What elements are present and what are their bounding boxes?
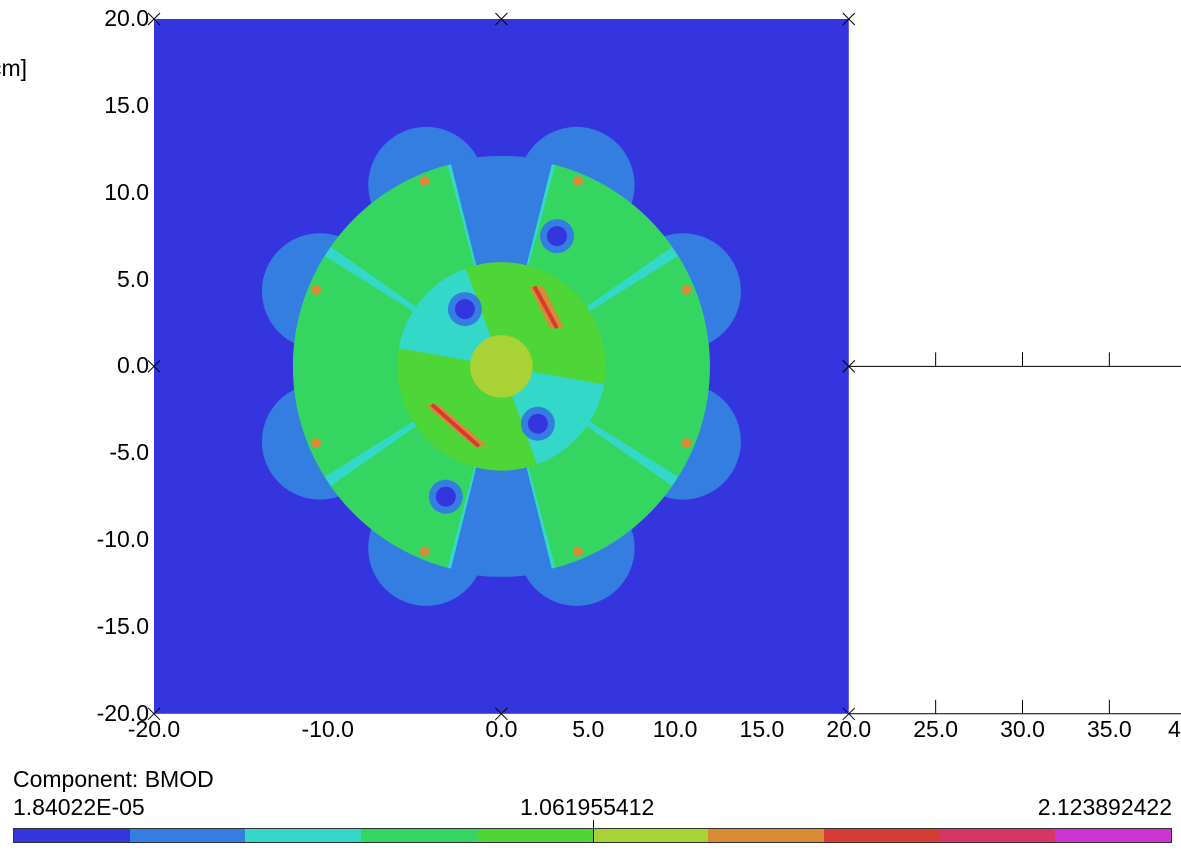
edge-hotspot bbox=[311, 284, 322, 295]
rotor-core bbox=[470, 335, 533, 398]
legend-mid-marker bbox=[593, 820, 594, 843]
edge-hotspot bbox=[573, 546, 584, 557]
field-wedge bbox=[580, 255, 710, 477]
corner-marker bbox=[495, 12, 508, 26]
edge-hotspot bbox=[311, 438, 322, 449]
x-tick-label: -20.0 bbox=[127, 716, 181, 742]
y-tick-label: 5.0 bbox=[117, 265, 149, 292]
colorbar-segment bbox=[939, 829, 1056, 842]
field-wedge bbox=[292, 255, 422, 477]
edge-hotspot bbox=[681, 438, 692, 449]
x-tick-label: 25.0 bbox=[913, 716, 959, 742]
corner-marker bbox=[842, 12, 856, 26]
x-tick-label: 35.0 bbox=[1086, 716, 1132, 742]
field-tooth bbox=[450, 467, 553, 577]
edge-hotspot bbox=[419, 176, 430, 187]
low-field-core bbox=[435, 486, 456, 507]
low-field-core bbox=[527, 413, 548, 434]
low-field-core bbox=[454, 299, 475, 320]
colorbar-segment bbox=[129, 829, 246, 842]
colorbar-segment bbox=[476, 829, 593, 842]
edge-hotspot bbox=[573, 176, 584, 187]
edge-hotspot bbox=[681, 284, 692, 295]
x-tick-label: 20.0 bbox=[826, 716, 872, 742]
colorbar-segment bbox=[823, 829, 940, 842]
legend-min-label: 1.84022E-05 bbox=[13, 794, 145, 820]
field-wedge bbox=[330, 165, 478, 313]
colorbar-segment bbox=[361, 829, 477, 842]
colorbar-segment bbox=[592, 829, 709, 842]
rotor-sector bbox=[501, 366, 605, 465]
y-tick-label: -15.0 bbox=[96, 612, 149, 639]
y-tick-label: -20.0 bbox=[96, 699, 149, 726]
x-tick-label: 15.0 bbox=[739, 716, 785, 742]
x-tick-label: 0.0 bbox=[485, 716, 518, 742]
y-tick-label: 0.0 bbox=[117, 352, 149, 379]
hot-streak-core bbox=[430, 403, 481, 448]
corner-marker bbox=[495, 707, 508, 721]
low-field-core bbox=[546, 226, 567, 247]
x-tick-label: 10.0 bbox=[652, 716, 698, 742]
corner-marker bbox=[147, 707, 161, 721]
y-tick-label: -10.0 bbox=[96, 526, 149, 553]
x-tick-label: 30.0 bbox=[1000, 716, 1045, 742]
colorbar-segment bbox=[14, 829, 130, 842]
y-axis-unit-label: cm] bbox=[0, 55, 28, 81]
field-tooth bbox=[450, 155, 553, 266]
colorbar-segment bbox=[708, 829, 824, 842]
y-tick-label: -5.0 bbox=[109, 439, 149, 466]
rotor-sector bbox=[398, 268, 502, 367]
y-tick-label: 10.0 bbox=[104, 178, 149, 205]
legend-max-label: 2.123892422 bbox=[1037, 794, 1172, 820]
x-tick-label: 4 bbox=[1168, 716, 1181, 742]
edge-hotspot bbox=[419, 546, 430, 557]
y-tick-label: 20.0 bbox=[104, 5, 149, 31]
field-wedge bbox=[525, 165, 673, 313]
legend-title: Component: BMOD bbox=[13, 766, 214, 792]
field-wedge bbox=[525, 420, 673, 568]
colorbar-segment bbox=[245, 829, 362, 842]
corner-marker bbox=[842, 707, 856, 721]
corner-marker bbox=[147, 360, 161, 373]
legend-colorbar bbox=[13, 828, 1172, 843]
colorbar-segment bbox=[1055, 829, 1172, 842]
corner-marker bbox=[147, 12, 161, 26]
corner-marker bbox=[842, 360, 856, 373]
hot-streak-core bbox=[532, 285, 559, 330]
y-tick-label: 15.0 bbox=[104, 91, 149, 118]
field-wedge bbox=[330, 420, 478, 568]
legend-mid-label: 1.061955412 bbox=[520, 794, 655, 820]
x-tick-label: 5.0 bbox=[572, 716, 605, 742]
x-tick-label: -10.0 bbox=[301, 716, 354, 742]
